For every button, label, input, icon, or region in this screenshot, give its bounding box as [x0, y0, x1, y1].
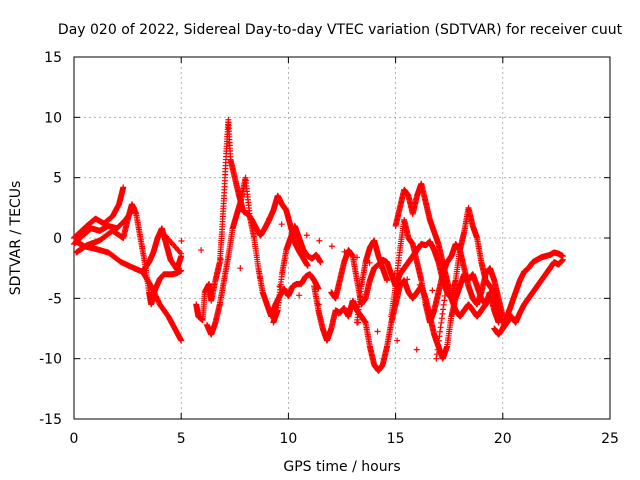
- y-tick-label: 10: [44, 110, 62, 126]
- x-tick-label: 10: [279, 431, 297, 447]
- x-tick-label: 5: [177, 431, 186, 447]
- series-track-11: [392, 180, 502, 314]
- y-tick-label: -5: [48, 291, 62, 307]
- y-tick-label: -10: [39, 352, 62, 368]
- data-points: [71, 116, 566, 374]
- series-track-14: [491, 249, 566, 338]
- y-tick-label: 5: [53, 171, 62, 187]
- series-track-9: [328, 238, 506, 326]
- y-tick-label: -15: [39, 412, 62, 428]
- x-tick-label: 25: [601, 431, 619, 447]
- series-track-15: [71, 204, 138, 248]
- y-axis-label: SDTVAR / TECUs: [8, 181, 24, 296]
- y-tick-label: 15: [44, 50, 62, 66]
- series-stray: [158, 215, 448, 362]
- x-tick-label: 20: [494, 431, 512, 447]
- series-track-12: [388, 216, 506, 326]
- series-track-1: [71, 184, 127, 241]
- series-track-6: [203, 174, 322, 338]
- x-tick-label: 0: [70, 431, 79, 447]
- y-tick-labels: -15 -10 -5 0 5 10 15: [39, 50, 62, 428]
- x-tick-label: 15: [387, 431, 405, 447]
- y-tick-label: 0: [53, 231, 62, 247]
- x-axis-label: GPS time / hours: [283, 459, 400, 475]
- chart-title: Day 020 of 2022, Sidereal Day-to-day VTE…: [58, 22, 623, 38]
- x-tick-labels: 0 5 10 15 20 25: [70, 431, 619, 447]
